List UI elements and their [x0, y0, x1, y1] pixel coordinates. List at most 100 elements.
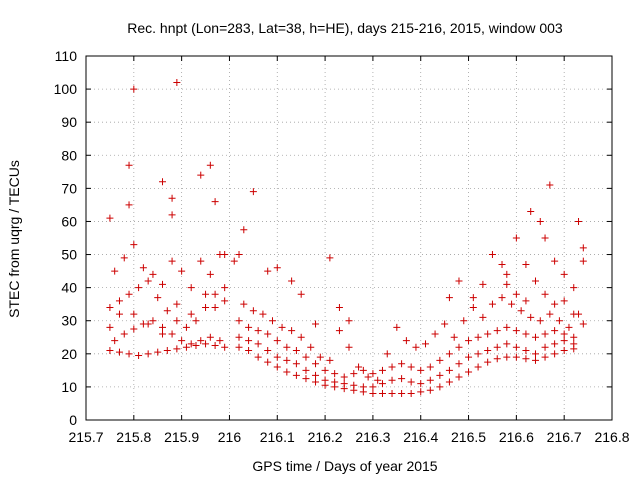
data-point	[493, 355, 501, 363]
data-point	[441, 320, 449, 328]
data-point	[111, 267, 119, 275]
data-point	[436, 371, 444, 379]
data-point	[417, 380, 425, 388]
x-tick-label: 215.7	[68, 429, 103, 445]
data-point	[173, 345, 181, 353]
data-point	[130, 325, 138, 333]
data-point	[560, 347, 568, 355]
data-point	[168, 257, 176, 265]
data-point	[187, 310, 195, 318]
y-tick-label: 40	[61, 280, 77, 296]
data-point	[264, 267, 272, 275]
data-point	[422, 340, 430, 348]
x-tick-label: 216.3	[355, 429, 390, 445]
data-point	[144, 320, 152, 328]
data-point	[130, 85, 138, 93]
x-tick-label: 216	[218, 429, 242, 445]
data-point	[288, 327, 296, 335]
data-point	[474, 333, 482, 341]
data-point	[378, 380, 386, 388]
data-point	[498, 294, 506, 302]
data-point	[249, 307, 257, 315]
data-point	[551, 257, 559, 265]
data-point	[106, 303, 114, 311]
data-point	[221, 297, 229, 305]
data-point	[517, 307, 525, 315]
data-point	[398, 360, 406, 368]
data-point	[154, 348, 162, 356]
data-point	[321, 366, 329, 374]
data-point	[173, 317, 181, 325]
data-point	[359, 383, 367, 391]
data-point	[450, 333, 458, 341]
data-point	[522, 330, 530, 338]
data-point	[273, 337, 281, 345]
data-point	[335, 303, 343, 311]
data-point	[106, 323, 114, 331]
x-tick-label: 216.4	[403, 429, 438, 445]
data-point	[369, 370, 377, 378]
data-point	[445, 378, 453, 386]
data-point	[498, 260, 506, 268]
data-point	[479, 280, 487, 288]
data-point	[412, 343, 420, 351]
data-point	[541, 234, 549, 242]
y-tick-label: 30	[61, 313, 77, 329]
data-point	[202, 303, 210, 311]
data-point	[268, 317, 276, 325]
data-point	[283, 368, 291, 376]
x-tick-label: 216.5	[451, 429, 486, 445]
data-point	[316, 353, 324, 361]
data-point	[488, 300, 496, 308]
data-point	[254, 353, 262, 361]
data-point	[560, 297, 568, 305]
data-point	[364, 373, 372, 381]
data-point	[493, 343, 501, 351]
data-point	[187, 284, 195, 292]
data-point	[579, 257, 587, 265]
data-point	[168, 330, 176, 338]
y-tick-label: 50	[61, 247, 77, 263]
data-point	[555, 317, 563, 325]
data-point	[259, 310, 267, 318]
y-tick-label: 20	[61, 346, 77, 362]
data-point	[474, 363, 482, 371]
data-point	[192, 317, 200, 325]
data-point	[254, 327, 262, 335]
data-point	[240, 300, 248, 308]
data-point	[135, 284, 143, 292]
data-point	[321, 376, 329, 384]
data-point	[455, 343, 463, 351]
data-point	[173, 78, 181, 86]
data-point	[531, 356, 539, 364]
data-point	[288, 277, 296, 285]
data-point	[407, 363, 415, 371]
data-point	[125, 290, 133, 298]
data-point	[130, 310, 138, 318]
data-point	[398, 375, 406, 383]
data-point	[522, 347, 530, 355]
data-point	[292, 371, 300, 379]
data-point	[297, 290, 305, 298]
data-point	[512, 327, 520, 335]
data-point	[541, 343, 549, 351]
data-point	[522, 355, 530, 363]
data-point	[144, 277, 152, 285]
data-point	[436, 356, 444, 364]
data-point	[202, 340, 210, 348]
data-point	[350, 370, 358, 378]
y-tick-label: 10	[61, 379, 77, 395]
data-point	[503, 280, 511, 288]
data-point	[426, 376, 434, 384]
data-point	[579, 244, 587, 252]
data-point	[278, 323, 286, 331]
data-point	[465, 368, 473, 376]
data-point	[393, 323, 401, 331]
data-point	[197, 257, 205, 265]
data-point	[503, 353, 511, 361]
data-point	[302, 353, 310, 361]
data-point	[455, 277, 463, 285]
data-point	[115, 297, 123, 305]
data-point	[159, 280, 167, 288]
